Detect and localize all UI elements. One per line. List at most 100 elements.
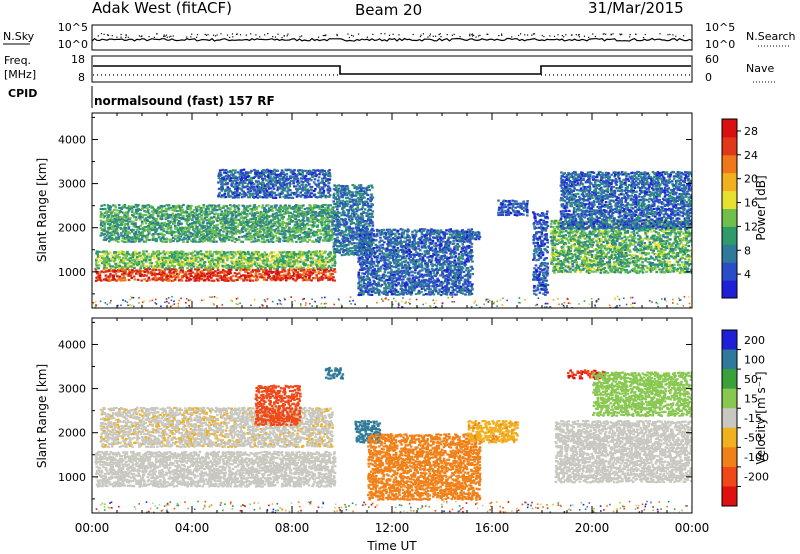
data-cell (379, 277, 382, 280)
data-cell (356, 228, 360, 231)
data-cell (301, 188, 304, 191)
data-cell (319, 265, 323, 268)
data-cell (113, 225, 117, 228)
data-cell (317, 230, 320, 233)
data-cell (317, 272, 321, 275)
data-cell (288, 268, 292, 271)
data-cell (362, 282, 366, 285)
data-cell (349, 194, 352, 197)
data-cell (390, 285, 393, 288)
data-cell (202, 233, 205, 236)
data-cell (153, 226, 157, 229)
data-cell (371, 265, 375, 268)
data-cell (246, 250, 250, 253)
data-cell (118, 252, 121, 255)
data-cell (199, 250, 203, 253)
data-cell (223, 270, 227, 273)
data-cell (355, 207, 358, 210)
data-cell (379, 259, 382, 262)
data-cell (266, 264, 270, 267)
data-cell (400, 236, 404, 239)
data-cell (361, 289, 364, 292)
data-cell (357, 287, 360, 290)
data-cell (197, 274, 201, 277)
data-cell (262, 262, 266, 265)
data-cell (306, 222, 309, 225)
data-cell (184, 273, 187, 276)
data-cell (136, 261, 139, 264)
data-cell (140, 213, 144, 216)
data-cell (362, 280, 365, 283)
data-cell (337, 184, 341, 187)
data-cell (316, 204, 320, 207)
data-cell (285, 179, 288, 182)
data-cell (394, 289, 398, 292)
data-cell (297, 194, 301, 197)
data-cell (370, 220, 374, 223)
data-cell (316, 225, 319, 228)
data-cell (375, 271, 378, 274)
data-cell (252, 217, 255, 220)
data-cell (189, 217, 192, 221)
data-cell (290, 176, 293, 179)
data-cell (288, 262, 292, 265)
data-cell (298, 171, 301, 174)
data-cell (247, 253, 251, 256)
data-cell (358, 277, 361, 280)
data-cell (283, 262, 286, 265)
data-cell (272, 255, 275, 258)
data-cell (368, 244, 371, 247)
data-cell (296, 226, 299, 229)
data-cell (295, 222, 298, 225)
data-cell (308, 183, 311, 186)
data-cell (312, 240, 316, 243)
data-cell (105, 259, 108, 262)
data-cell (306, 258, 309, 262)
noise-search-dot (205, 34, 207, 36)
data-cell (179, 252, 182, 255)
data-cell (215, 274, 218, 277)
data-cell (189, 272, 193, 275)
data-cell (320, 259, 324, 262)
data-cell (361, 272, 364, 275)
data-cell (364, 289, 367, 292)
data-cell (264, 208, 268, 211)
data-cell (255, 279, 258, 282)
data-cell (296, 230, 299, 233)
data-cell (281, 260, 285, 264)
data-cell (169, 220, 173, 223)
data-cell (179, 229, 182, 232)
data-cell (375, 228, 379, 231)
data-cell (343, 188, 346, 191)
data-cell (148, 268, 151, 271)
data-cell (145, 250, 148, 253)
data-cell (371, 186, 374, 189)
data-cell (264, 266, 267, 270)
data-cell (289, 234, 292, 237)
data-cell (222, 276, 225, 279)
data-cell (261, 206, 264, 209)
data-cell (166, 259, 170, 262)
data-cell (296, 210, 300, 214)
data-cell (181, 271, 185, 274)
data-cell (138, 251, 141, 254)
data-cell (182, 240, 185, 243)
data-cell (325, 209, 329, 212)
data-cell (392, 289, 395, 292)
data-cell (249, 271, 253, 274)
data-cell (267, 204, 270, 207)
data-cell (218, 191, 221, 194)
data-cell (267, 195, 270, 198)
data-cell (235, 192, 238, 195)
data-cell (230, 279, 234, 282)
data-cell (329, 274, 333, 277)
data-cell (210, 239, 214, 242)
data-cell (269, 260, 272, 263)
data-cell (252, 253, 256, 256)
data-cell (287, 239, 291, 242)
data-cell (359, 237, 362, 240)
data-cell (220, 194, 224, 197)
data-cell (383, 241, 386, 244)
data-cell (269, 238, 273, 241)
data-cell (225, 234, 229, 237)
